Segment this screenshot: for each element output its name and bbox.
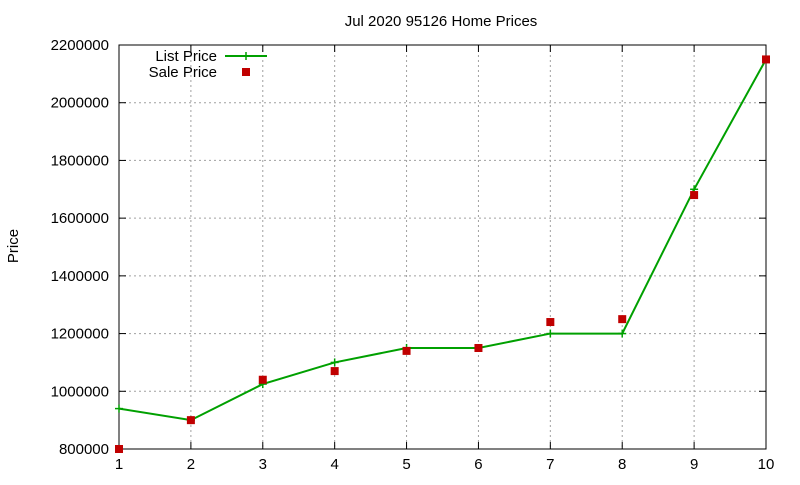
sale-price-point (474, 344, 483, 352)
sale-price-legend-marker (242, 68, 250, 76)
x-tick-labels: 1 2 3 4 5 6 7 8 9 10 (115, 456, 775, 473)
y-tick-label: 2000000 (51, 95, 109, 112)
sale-price-point (690, 191, 699, 200)
plot-frame (118, 44, 767, 450)
list-price-legend-marker (242, 52, 250, 60)
x-tick-label: 6 (474, 456, 482, 473)
x-tick-label: 7 (546, 456, 554, 473)
y-tick-label: 1000000 (51, 383, 109, 400)
x-tick-label: 1 (115, 456, 123, 473)
list-price-point (115, 404, 123, 413)
sale-price-point (330, 367, 339, 376)
list-price-line (118, 58, 767, 422)
sale-price-point (762, 55, 770, 64)
sale-price-point (546, 318, 555, 327)
sale-price-point (258, 375, 267, 384)
x-tick-label: 3 (259, 456, 267, 473)
list-price-legend-label: List Price (155, 48, 217, 65)
series-layer (115, 55, 770, 453)
x-tick-label: 9 (690, 456, 698, 473)
y-tick-label: 800000 (59, 441, 109, 458)
y-tick-labels: 800000 1000000 1200000 1400000 1600000 180000… (51, 37, 109, 458)
sale-price-point (402, 346, 411, 355)
chart-title: Jul 2020 95126 Home Prices (345, 13, 538, 30)
y-tick-label: 1400000 (51, 268, 109, 285)
sale-price-point (186, 416, 195, 425)
y-tick-label: 1600000 (51, 210, 109, 227)
list-price-point (618, 329, 627, 338)
y-tick-label: 1200000 (51, 326, 109, 343)
y-axis-label: Price (5, 229, 22, 263)
y-tick-label: 1800000 (51, 152, 109, 169)
x-tick-label: 8 (618, 456, 626, 473)
sale-price-point (115, 445, 123, 453)
y-tick-label: 2200000 (51, 37, 109, 54)
axis-ticks (118, 44, 767, 450)
x-tick-label: 4 (330, 456, 338, 473)
x-tick-label: 2 (187, 456, 195, 473)
list-price-point (546, 329, 555, 338)
x-tick-label: 5 (402, 456, 410, 473)
sale-price-legend-label: Sale Price (149, 64, 217, 81)
list-price-series (115, 55, 770, 425)
x-tick-label: 10 (758, 456, 775, 473)
sale-price-series (115, 55, 770, 453)
list-price-point (330, 358, 339, 367)
sale-price-point (618, 315, 627, 324)
grid-lines (119, 45, 766, 449)
